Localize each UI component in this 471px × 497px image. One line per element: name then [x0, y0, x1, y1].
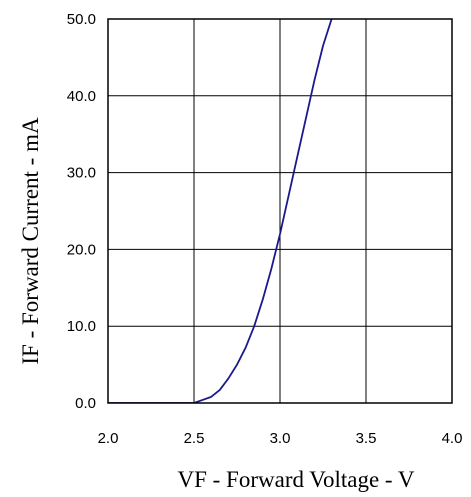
y-tick-label: 40.0	[67, 88, 96, 105]
y-tick-label: 50.0	[67, 11, 96, 28]
x-tick-label: 2.0	[98, 430, 119, 447]
x-tick-label: 3.0	[270, 430, 291, 447]
series-layer	[108, 19, 333, 403]
plot-frame	[107, 18, 453, 404]
x-tick-labels: 2.0 2.5 3.0 3.5 4.0	[98, 430, 463, 447]
y-tick-label: 0.0	[75, 395, 96, 412]
grid-layer	[107, 18, 453, 404]
y-axis-title: IF - Forward Current - mA	[18, 117, 43, 365]
x-axis-title: VF - Forward Voltage - V	[177, 467, 414, 492]
x-tick-label: 4.0	[442, 430, 463, 447]
x-tick-label: 3.5	[356, 430, 377, 447]
y-tick-label: 30.0	[67, 165, 96, 182]
y-tick-labels: 0.0 10.0 20.0 30.0 40.0 50.0	[67, 11, 96, 412]
series-line	[108, 19, 333, 403]
y-tick-label: 10.0	[67, 318, 96, 335]
x-tick-label: 2.5	[184, 430, 205, 447]
y-tick-label: 20.0	[67, 241, 96, 258]
